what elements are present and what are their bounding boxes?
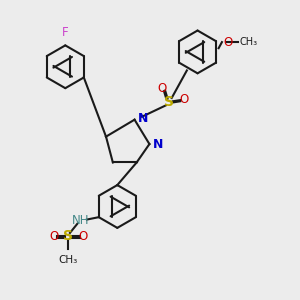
Text: O: O (50, 230, 59, 243)
Text: NH: NH (72, 214, 89, 226)
Text: CH₃: CH₃ (240, 37, 258, 47)
Text: O: O (224, 36, 233, 49)
Text: S: S (164, 95, 174, 110)
Text: S: S (64, 230, 74, 244)
Text: N: N (152, 138, 163, 151)
Text: O: O (157, 82, 167, 95)
Text: O: O (179, 93, 188, 106)
Text: F: F (62, 26, 69, 39)
Text: N: N (138, 112, 148, 125)
Text: O: O (78, 230, 87, 243)
Text: CH₃: CH₃ (59, 255, 78, 265)
